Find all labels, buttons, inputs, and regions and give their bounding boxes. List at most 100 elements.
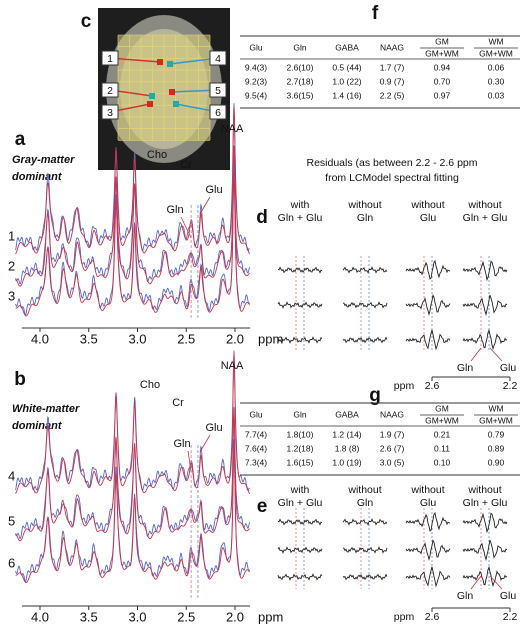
x-tick-label: 2.6	[425, 611, 440, 623]
pointer	[199, 434, 211, 453]
column-header: GM	[435, 36, 449, 46]
marker-label: Glu	[500, 590, 517, 602]
x-tick-label: 3.0	[128, 331, 146, 346]
voxel-label: 2	[107, 85, 113, 97]
voxel-label: 4	[215, 53, 221, 65]
column-header: Gln + Glu	[278, 212, 323, 224]
residual-trace	[342, 266, 388, 274]
table-cell: 1.8 (8)	[335, 443, 360, 453]
peak-label: NAA	[221, 360, 244, 372]
column-header: with	[290, 199, 310, 211]
column-header: Gln	[357, 497, 374, 509]
voxel-label: 6	[215, 107, 221, 119]
panel-label: g	[369, 385, 381, 406]
table-cell: 1.9 (7)	[380, 429, 405, 439]
fit-trace	[15, 105, 251, 255]
residual-trace	[462, 328, 508, 351]
voxel	[167, 61, 173, 67]
column-header: Gln + Glu	[463, 212, 508, 224]
pointer	[489, 575, 503, 590]
panel-label: d	[256, 207, 268, 228]
column-header: Gln	[357, 212, 374, 224]
table-cell: 1.4 (16)	[332, 90, 361, 100]
table-cell: 0.30	[488, 76, 505, 86]
table-cell: 1.8(10)	[287, 429, 314, 439]
column-header: GM+WM	[479, 415, 513, 425]
column-header: Gln + Glu	[278, 497, 323, 509]
residual-trace	[277, 573, 323, 581]
column-header: without	[347, 484, 381, 496]
column-header: GM+WM	[425, 415, 459, 425]
residual-trace	[462, 539, 508, 562]
table-cell: 0.21	[434, 429, 451, 439]
table-cell: 9.2(3)	[245, 76, 267, 86]
row-label: 4	[8, 468, 15, 483]
column-header: Gln + Glu	[463, 497, 508, 509]
voxel-tag	[101, 50, 119, 66]
peak-label: NAA	[221, 123, 244, 135]
row-label: 5	[8, 513, 15, 528]
pointer	[187, 450, 192, 473]
residual-trace	[405, 329, 451, 351]
panel-title: dominant	[12, 171, 63, 183]
column-header: WM	[488, 403, 503, 413]
table-cell: 0.10	[434, 457, 451, 467]
column-header: without	[347, 199, 381, 211]
marker-label: Glu	[500, 362, 517, 374]
residual-trace	[405, 539, 451, 562]
table-cell: 0.94	[434, 62, 451, 72]
pointer	[470, 347, 482, 362]
table-cell: 1.7 (7)	[380, 62, 405, 72]
row-label: 3	[8, 288, 15, 303]
residual-trace	[405, 259, 451, 280]
peak-label: Gln	[166, 204, 183, 216]
residual-trace	[342, 301, 388, 309]
residual-trace	[405, 511, 451, 532]
column-header: GABA	[335, 409, 359, 419]
table-cell: 1.2(18)	[287, 443, 314, 453]
residual-trace	[277, 518, 323, 526]
column-header: with	[290, 484, 310, 496]
table-cell: 7.3(4)	[245, 457, 267, 467]
column-header: Glu	[249, 409, 263, 419]
row-label: 2	[8, 258, 15, 273]
voxel-label: 3	[107, 107, 113, 119]
column-header: NAAG	[380, 42, 404, 52]
table-cell: 0.11	[434, 443, 450, 453]
fit-trace	[15, 409, 250, 542]
column-header: Glu	[420, 497, 437, 509]
column-header: GM	[435, 403, 449, 413]
table-cell: 1.0 (19)	[332, 457, 361, 467]
table-cell: 0.9 (7)	[380, 76, 405, 86]
panel-title: Gray-matter	[12, 154, 75, 166]
table-cell: 1.6(15)	[287, 457, 314, 467]
residual-trace	[342, 518, 388, 526]
table-cell: 3.6(15)	[287, 90, 314, 100]
axis-unit: ppm	[394, 611, 415, 623]
x-tick-label: 2.2	[503, 380, 518, 392]
table-cell: 0.06	[488, 62, 505, 72]
x-tick-label: 2.0	[226, 331, 244, 346]
voxel	[149, 93, 155, 99]
column-header: without	[467, 484, 501, 496]
residual-trace	[405, 566, 451, 588]
column-header: GABA	[335, 42, 359, 52]
residual-trace	[277, 266, 323, 274]
fit-trace	[15, 353, 251, 495]
peak-label: Glu	[205, 422, 222, 434]
voxel	[169, 89, 175, 95]
table-cell: 9.4(3)	[245, 62, 267, 72]
fit-trace	[15, 445, 250, 584]
peak-label: Glu	[205, 184, 222, 196]
marker-label: Gln	[457, 362, 474, 374]
residual-trace	[277, 546, 323, 554]
voxel	[157, 59, 163, 65]
x-tick-label: 2.2	[503, 611, 518, 623]
column-header: GM+WM	[479, 48, 513, 58]
fit-trace	[15, 148, 250, 287]
residual-trace	[405, 294, 451, 317]
residual-trace	[342, 573, 388, 581]
voxel	[147, 101, 153, 107]
voxel-tag	[209, 104, 227, 120]
